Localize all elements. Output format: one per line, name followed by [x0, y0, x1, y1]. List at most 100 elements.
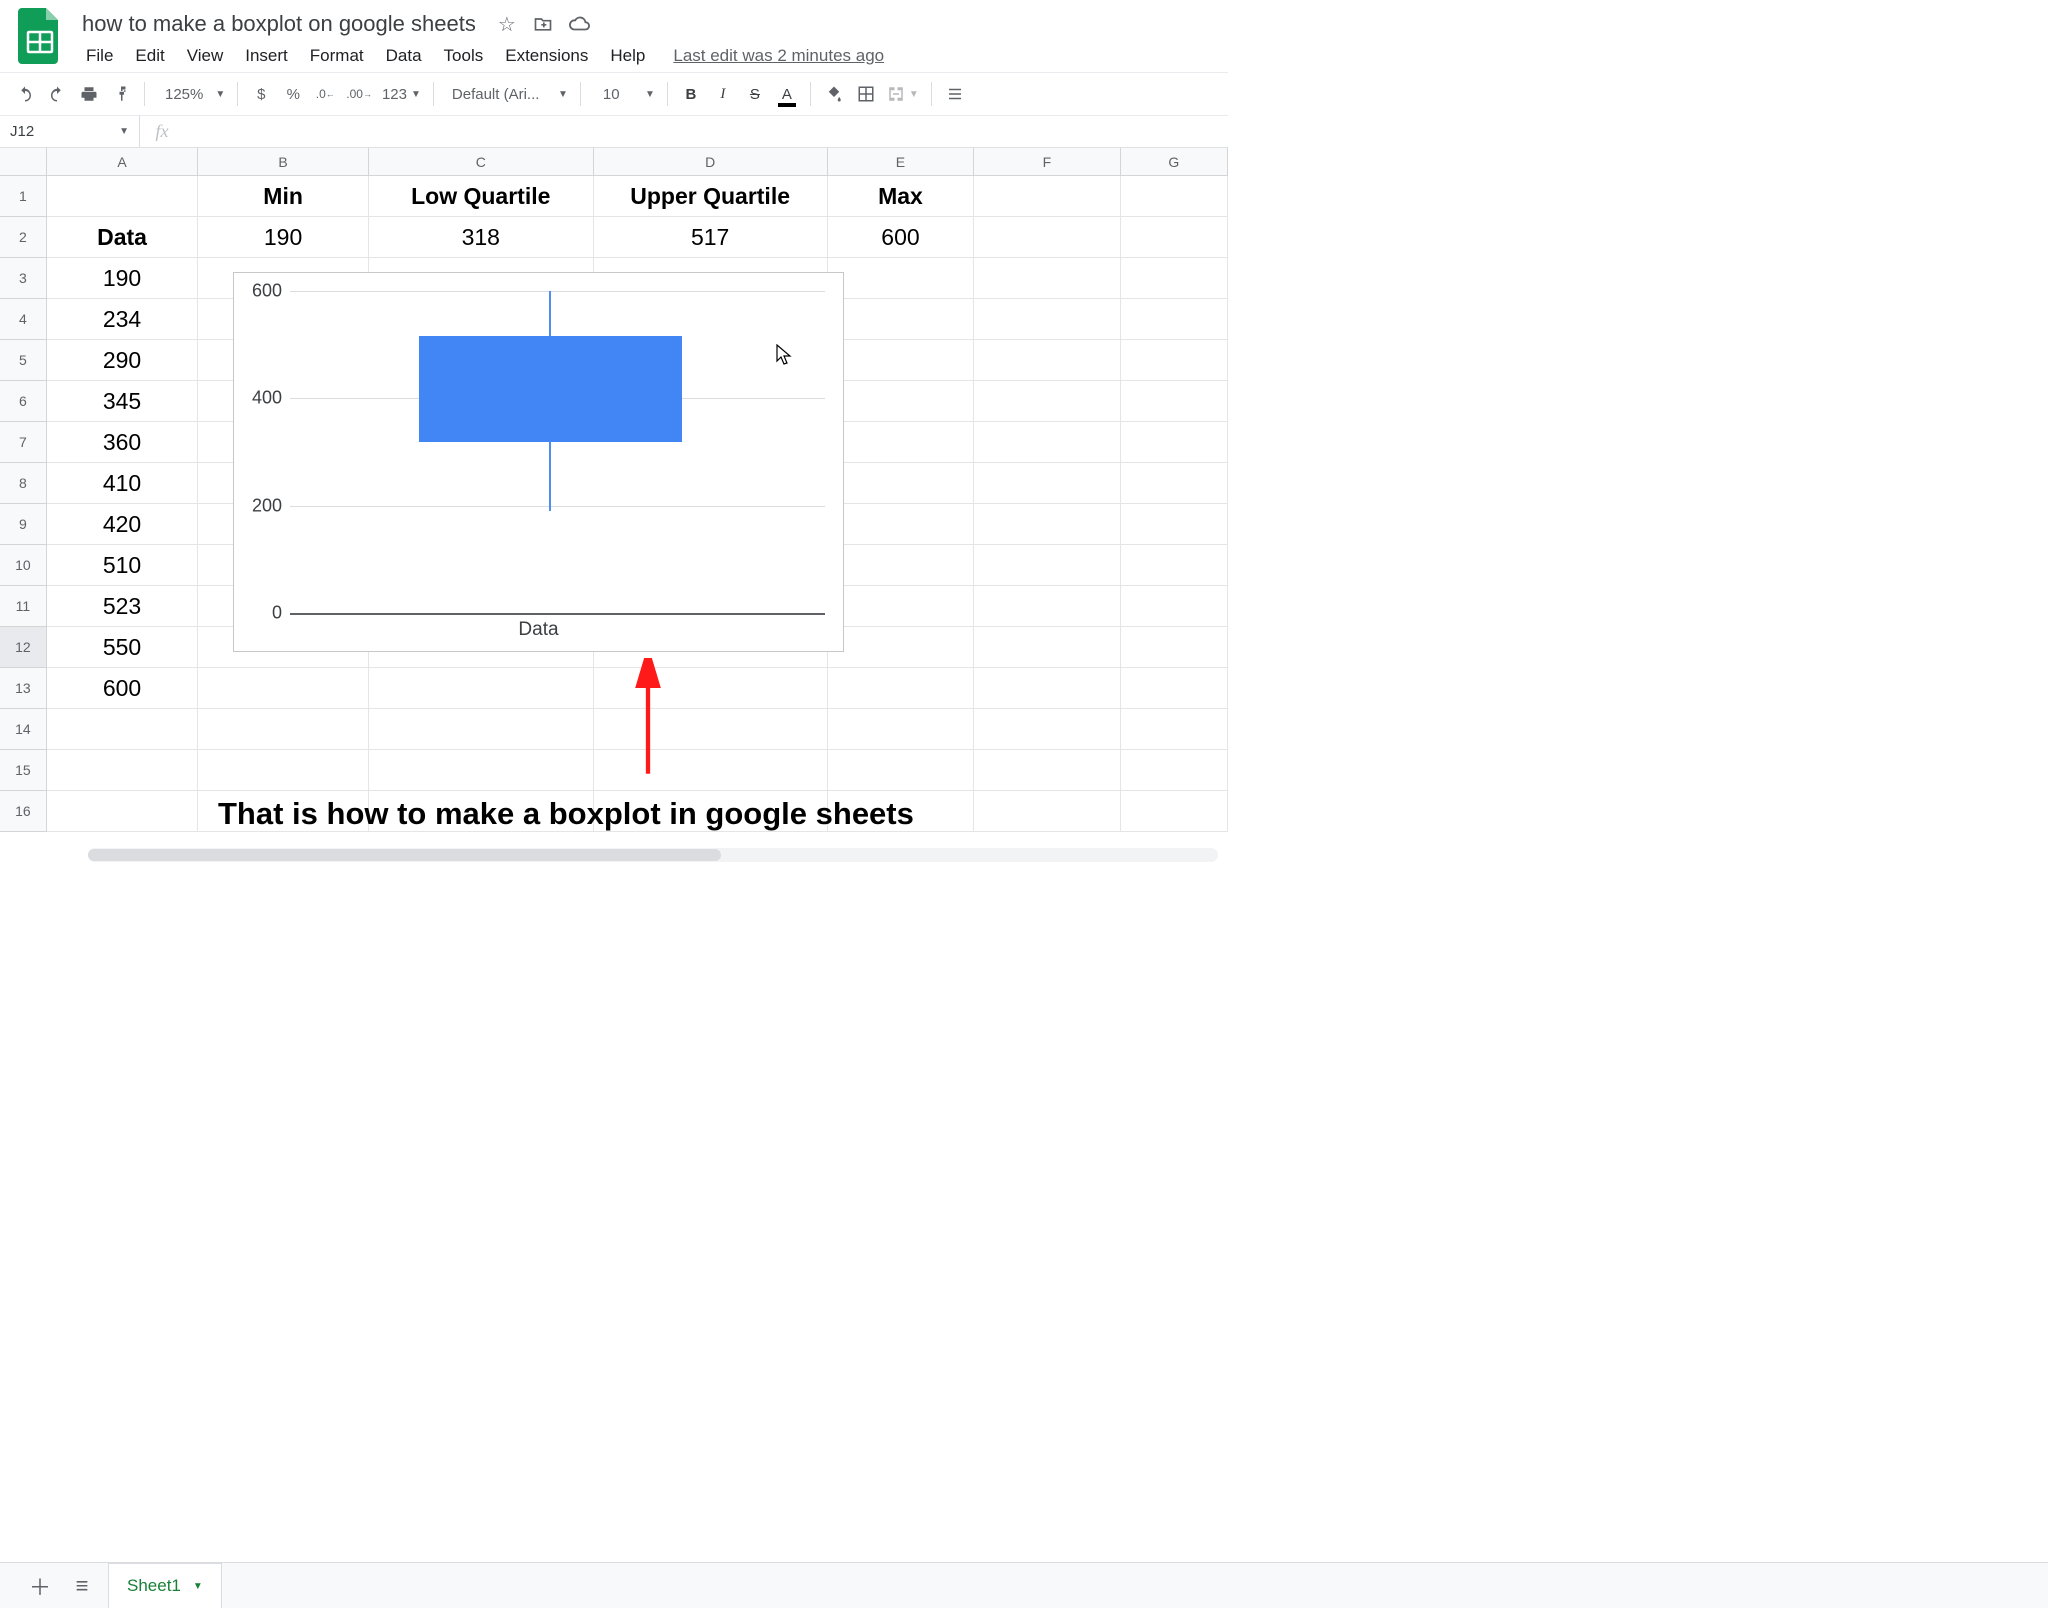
- cell-A6[interactable]: 345: [47, 381, 198, 422]
- cell-G3[interactable]: [1121, 258, 1228, 299]
- cell-G16[interactable]: [1121, 791, 1228, 832]
- menu-tools[interactable]: Tools: [434, 42, 494, 70]
- row-header-4[interactable]: 4: [0, 299, 47, 340]
- borders-button[interactable]: [851, 79, 881, 109]
- cell-G15[interactable]: [1121, 750, 1228, 791]
- row-header-16[interactable]: 16: [0, 791, 47, 832]
- cell-F2[interactable]: [974, 217, 1120, 258]
- cell-G14[interactable]: [1121, 709, 1228, 750]
- cell-A2[interactable]: Data: [47, 217, 198, 258]
- more-formats-button[interactable]: 123▼: [378, 79, 425, 109]
- spreadsheet-grid[interactable]: ABCDEFG 1MinLow QuartileUpper QuartileMa…: [0, 148, 1228, 832]
- cell-G7[interactable]: [1121, 422, 1228, 463]
- horizontal-scrollbar[interactable]: [88, 848, 1218, 862]
- document-title[interactable]: how to make a boxplot on google sheets: [76, 9, 482, 39]
- row-header-3[interactable]: 3: [0, 258, 47, 299]
- merge-cells-button[interactable]: ▼: [883, 79, 923, 109]
- cell-E5[interactable]: [828, 340, 974, 381]
- cell-C1[interactable]: Low Quartile: [369, 176, 594, 217]
- cell-E2[interactable]: 600: [828, 217, 974, 258]
- cell-E4[interactable]: [828, 299, 974, 340]
- row-header-15[interactable]: 15: [0, 750, 47, 791]
- cell-F13[interactable]: [974, 668, 1120, 709]
- cell-A7[interactable]: 360: [47, 422, 198, 463]
- select-all-corner[interactable]: [0, 148, 47, 176]
- chevron-down-icon[interactable]: ▼: [193, 1581, 203, 1592]
- undo-button[interactable]: [10, 79, 40, 109]
- cell-C15[interactable]: [369, 750, 594, 791]
- cell-F15[interactable]: [974, 750, 1120, 791]
- column-header-C[interactable]: C: [369, 148, 594, 176]
- all-sheets-button[interactable]: ≡: [66, 1570, 98, 1602]
- row-header-2[interactable]: 2: [0, 217, 47, 258]
- cell-G12[interactable]: [1121, 627, 1228, 668]
- row-header-11[interactable]: 11: [0, 586, 47, 627]
- cell-F3[interactable]: [974, 258, 1120, 299]
- cell-B2[interactable]: 190: [198, 217, 369, 258]
- cell-A12[interactable]: 550: [47, 627, 198, 668]
- text-color-button[interactable]: A: [772, 79, 802, 109]
- add-sheet-button[interactable]: ＋: [24, 1570, 56, 1602]
- strikethrough-button[interactable]: S: [740, 79, 770, 109]
- format-currency-button[interactable]: $: [246, 79, 276, 109]
- row-header-5[interactable]: 5: [0, 340, 47, 381]
- cell-F10[interactable]: [974, 545, 1120, 586]
- cell-F9[interactable]: [974, 504, 1120, 545]
- cell-B13[interactable]: [198, 668, 369, 709]
- cell-E10[interactable]: [828, 545, 974, 586]
- print-button[interactable]: [74, 79, 104, 109]
- font-size-select[interactable]: 10▼: [589, 79, 659, 109]
- cell-G11[interactable]: [1121, 586, 1228, 627]
- sheet-tab-sheet1[interactable]: Sheet1 ▼: [108, 1563, 222, 1608]
- menu-format[interactable]: Format: [300, 42, 374, 70]
- cell-G13[interactable]: [1121, 668, 1228, 709]
- cell-F7[interactable]: [974, 422, 1120, 463]
- cell-E8[interactable]: [828, 463, 974, 504]
- boxplot-chart[interactable]: 0200400600 Data: [233, 272, 844, 652]
- zoom-select[interactable]: 125%▼: [153, 79, 229, 109]
- cell-B15[interactable]: [198, 750, 369, 791]
- bold-button[interactable]: B: [676, 79, 706, 109]
- cell-E11[interactable]: [828, 586, 974, 627]
- cell-G6[interactable]: [1121, 381, 1228, 422]
- cell-F16[interactable]: [974, 791, 1120, 832]
- cell-E14[interactable]: [828, 709, 974, 750]
- cell-B14[interactable]: [198, 709, 369, 750]
- name-box[interactable]: J12 ▼: [0, 116, 140, 147]
- last-edit-link[interactable]: Last edit was 2 minutes ago: [673, 46, 884, 66]
- cell-C14[interactable]: [369, 709, 594, 750]
- cell-A5[interactable]: 290: [47, 340, 198, 381]
- row-header-6[interactable]: 6: [0, 381, 47, 422]
- menu-data[interactable]: Data: [376, 42, 432, 70]
- cell-G1[interactable]: [1121, 176, 1228, 217]
- column-header-F[interactable]: F: [974, 148, 1120, 176]
- cell-F14[interactable]: [974, 709, 1120, 750]
- cloud-status-icon[interactable]: [568, 13, 590, 35]
- row-header-14[interactable]: 14: [0, 709, 47, 750]
- cell-A1[interactable]: [47, 176, 198, 217]
- column-header-A[interactable]: A: [47, 148, 198, 176]
- cell-A13[interactable]: 600: [47, 668, 198, 709]
- row-header-12[interactable]: 12: [0, 627, 47, 668]
- cell-A3[interactable]: 190: [47, 258, 198, 299]
- decrease-decimal-button[interactable]: .0←: [310, 79, 340, 109]
- cell-E9[interactable]: [828, 504, 974, 545]
- cell-G10[interactable]: [1121, 545, 1228, 586]
- column-header-G[interactable]: G: [1121, 148, 1228, 176]
- menu-file[interactable]: File: [76, 42, 123, 70]
- cell-F1[interactable]: [974, 176, 1120, 217]
- cell-F4[interactable]: [974, 299, 1120, 340]
- cell-E15[interactable]: [828, 750, 974, 791]
- row-header-8[interactable]: 8: [0, 463, 47, 504]
- italic-button[interactable]: I: [708, 79, 738, 109]
- column-header-D[interactable]: D: [594, 148, 828, 176]
- menu-edit[interactable]: Edit: [125, 42, 174, 70]
- cell-F8[interactable]: [974, 463, 1120, 504]
- cell-F6[interactable]: [974, 381, 1120, 422]
- cell-G4[interactable]: [1121, 299, 1228, 340]
- menu-help[interactable]: Help: [600, 42, 655, 70]
- fill-color-button[interactable]: [819, 79, 849, 109]
- star-icon[interactable]: ☆: [496, 13, 518, 35]
- cell-A4[interactable]: 234: [47, 299, 198, 340]
- cell-E13[interactable]: [828, 668, 974, 709]
